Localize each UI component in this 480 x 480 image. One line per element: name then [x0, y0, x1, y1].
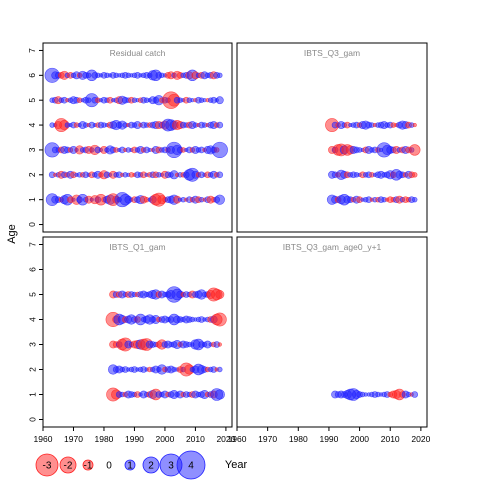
- legend-item: 1: [124, 459, 136, 472]
- legend-label: 3: [168, 461, 174, 472]
- axes-layer: 0 1 2 3 4 5 6 7 0 1 2 3 4 5 6 7 1960 1970 1980 1990 2000 2010…: [27, 48, 430, 444]
- panel-frame: [42, 42, 233, 233]
- x-tick-label: 1970: [64, 434, 83, 444]
- panels-layer: Residual catch IBTS_Q3_gam IBTS_Q1_gam IBTS…: [42, 42, 428, 428]
- panel-frame: [236, 42, 428, 233]
- panel-title: IBTS_Q3_gam_age0_y+1: [283, 242, 382, 252]
- residual-point: [411, 391, 419, 398]
- x-tick-label: 2010: [186, 434, 205, 444]
- x-axis: 1960 1970 1980 1990 2000 2010 2020: [34, 427, 236, 444]
- y-tick-label: 6: [27, 73, 37, 78]
- legend-label: -1: [84, 461, 93, 472]
- x-tick-label: 2020: [411, 434, 430, 444]
- residual-point: [211, 141, 228, 159]
- panel-frame: [42, 236, 233, 428]
- panel-2: IBTS_Q1_gam: [42, 236, 233, 428]
- residual-point: [409, 144, 421, 156]
- residual-point: [212, 312, 227, 327]
- legend-symbol: [176, 450, 206, 480]
- legend-label: -3: [43, 461, 52, 472]
- y-tick-label: 0: [27, 222, 37, 227]
- x-tick-label: 2000: [155, 434, 174, 444]
- residual-point: [214, 194, 225, 205]
- residual-point: [216, 171, 224, 179]
- legend-symbol: [142, 456, 160, 474]
- x-tick-label: 1960: [34, 434, 53, 444]
- y-axis: 0 1 2 3 4 5 6 7: [27, 48, 43, 227]
- y-tick-label: 4: [27, 317, 37, 322]
- residual-point: [217, 72, 223, 79]
- y-tick-label: 1: [27, 197, 37, 202]
- x-tick-label: 1970: [258, 434, 277, 444]
- legend-item: -1: [82, 459, 94, 472]
- y-tick-label: 0: [27, 417, 37, 422]
- panel-title: IBTS_Q1_gam: [109, 242, 165, 252]
- panel-points: [331, 388, 419, 401]
- panel-title: IBTS_Q3_gam: [304, 48, 360, 58]
- residual-point: [217, 366, 223, 373]
- legend-label: 4: [188, 461, 194, 472]
- y-axis: 0 1 2 3 4 5 6 7: [27, 242, 43, 422]
- x-axis: 1960 1970 1980 1990 2000 2010 2020: [228, 427, 431, 444]
- panel-points: [44, 67, 228, 208]
- legend-item: -2: [59, 456, 77, 474]
- legend: -3 -2 -1 0 1 2 3 4: [35, 450, 206, 480]
- residual-point: [215, 289, 225, 299]
- y-tick-label: 3: [27, 342, 37, 347]
- legend-item: 2: [142, 456, 160, 474]
- x-tick-label: 1990: [319, 434, 338, 444]
- panel-0: Residual catch: [42, 42, 233, 233]
- legend-label: 2: [148, 461, 154, 472]
- legend-label: 1: [127, 461, 133, 472]
- panel-title: Residual catch: [110, 48, 166, 58]
- legend-symbol: [124, 459, 136, 471]
- residual-point: [412, 122, 417, 128]
- residual-point: [215, 96, 224, 105]
- residual-point: [217, 342, 222, 347]
- legend-symbol: [82, 459, 94, 471]
- y-tick-label: 7: [27, 242, 37, 247]
- x-tick-label: 1980: [289, 434, 308, 444]
- x-tick-label: 1960: [228, 434, 247, 444]
- x-tick-label: 2020: [216, 434, 235, 444]
- y-tick-label: 7: [27, 48, 37, 53]
- y-tick-label: 5: [27, 98, 37, 103]
- panel-points: [325, 118, 421, 206]
- y-tick-label: 2: [27, 367, 37, 372]
- legend-item: -3: [35, 453, 59, 477]
- x-tick-label: 2010: [381, 434, 400, 444]
- residual-point: [214, 389, 225, 400]
- residual-point: [412, 196, 418, 203]
- panel-1: IBTS_Q3_gam: [236, 42, 428, 233]
- legend-symbol: [59, 456, 77, 474]
- legend-item: 4: [176, 450, 206, 480]
- y-tick-label: 4: [27, 122, 37, 127]
- x-tick-label: 1990: [125, 434, 144, 444]
- panel-frame: [236, 236, 428, 428]
- residual-point: [216, 121, 224, 129]
- y-axis-label: Age: [6, 224, 18, 244]
- panel-3: IBTS_Q3_gam_age0_y+1: [236, 236, 428, 428]
- y-tick-label: 6: [27, 267, 37, 272]
- x-axis-label: Year: [225, 459, 248, 471]
- x-tick-label: 2000: [350, 434, 369, 444]
- x-tick-label: 1980: [95, 434, 114, 444]
- legend-label: 0: [106, 461, 112, 472]
- y-tick-label: 5: [27, 292, 37, 297]
- legend-symbol: [35, 453, 59, 477]
- legend-item: 0: [106, 461, 112, 472]
- residual-point: [412, 172, 418, 178]
- legend-label: -2: [64, 461, 73, 472]
- panel-points: [105, 286, 227, 402]
- y-tick-label: 2: [27, 172, 37, 177]
- y-tick-label: 3: [27, 147, 37, 152]
- y-tick-label: 1: [27, 392, 37, 397]
